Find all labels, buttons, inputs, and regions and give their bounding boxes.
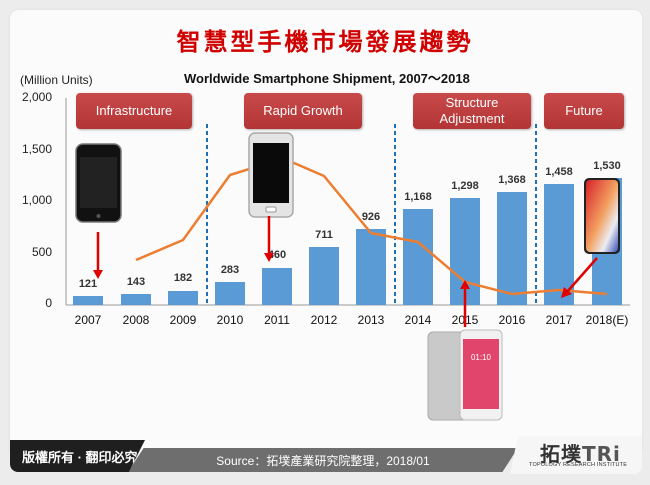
y-tick: 1,000 bbox=[21, 193, 52, 207]
logo-subtitle: TOPOLOGY RESEARCH INSTITUTE bbox=[529, 462, 628, 468]
bar-2013 bbox=[356, 229, 386, 305]
phase-future: Future bbox=[544, 93, 624, 129]
bar-2016 bbox=[497, 192, 527, 305]
bar-2011 bbox=[262, 268, 292, 305]
x-tick: 2010 bbox=[216, 313, 244, 327]
phase-rapid-growth: Rapid Growth bbox=[244, 93, 362, 129]
phase-structure-adjustment: Structure Adjustment bbox=[413, 93, 531, 129]
value-label: 1,368 bbox=[498, 174, 526, 186]
x-tick: 2011 bbox=[264, 313, 290, 327]
x-tick: 2016 bbox=[498, 313, 526, 327]
y-tick: 0 bbox=[45, 296, 52, 310]
y-tick: 1,500 bbox=[21, 142, 52, 156]
copyright-notice: 版權所有 · 翻印必究 bbox=[10, 440, 145, 472]
bar-2010 bbox=[215, 282, 245, 305]
value-label: 143 bbox=[126, 276, 146, 288]
x-tick: 2009 bbox=[169, 313, 197, 327]
value-label: 283 bbox=[220, 264, 240, 276]
bar-2017 bbox=[544, 184, 574, 305]
page-title: 智慧型手機市場發展趨勢 bbox=[176, 27, 474, 56]
logo-cn: 拓墣 bbox=[540, 444, 582, 466]
value-label: 121 bbox=[78, 278, 98, 290]
y-tick: 2,000 bbox=[21, 90, 52, 104]
value-label: 711 bbox=[315, 229, 333, 241]
value-label: 1,298 bbox=[451, 180, 479, 192]
x-tick: 2007 bbox=[74, 313, 102, 327]
source-note: Source：拓墣產業研究院整理，2018/01 bbox=[128, 448, 518, 472]
logo-background bbox=[510, 436, 642, 474]
x-tick: 2018(E) bbox=[585, 313, 629, 327]
x-tick: 2013 bbox=[357, 313, 385, 327]
x-tick: 2017 bbox=[545, 313, 573, 327]
x-tick: 2012 bbox=[310, 313, 338, 327]
chart-title: Worldwide Smartphone Shipment, 2007～2018 bbox=[184, 71, 470, 86]
phase-infrastructure: Infrastructure bbox=[76, 93, 192, 129]
value-label: 1,168 bbox=[404, 191, 432, 203]
logo-en: TRi bbox=[582, 442, 621, 466]
x-tick: 2014 bbox=[404, 313, 432, 327]
value-label: 926 bbox=[361, 211, 381, 223]
y-axis-label: (Million Units) bbox=[20, 73, 93, 87]
tri-logo: 拓墣TRi bbox=[540, 438, 621, 467]
value-label: 1,458 bbox=[545, 166, 573, 178]
value-label: 460 bbox=[267, 249, 287, 261]
bar-2008 bbox=[121, 294, 151, 305]
bar-2014 bbox=[403, 209, 433, 305]
bar-2009 bbox=[168, 291, 198, 305]
bar-2007 bbox=[73, 296, 103, 305]
value-label: 182 bbox=[173, 272, 193, 284]
bar-2015 bbox=[450, 198, 480, 305]
x-tick: 2008 bbox=[122, 313, 150, 327]
bar-2012 bbox=[309, 247, 339, 305]
bar-2018e bbox=[592, 178, 622, 305]
y-tick: 500 bbox=[31, 245, 52, 259]
value-label: 1,530 bbox=[593, 160, 621, 172]
